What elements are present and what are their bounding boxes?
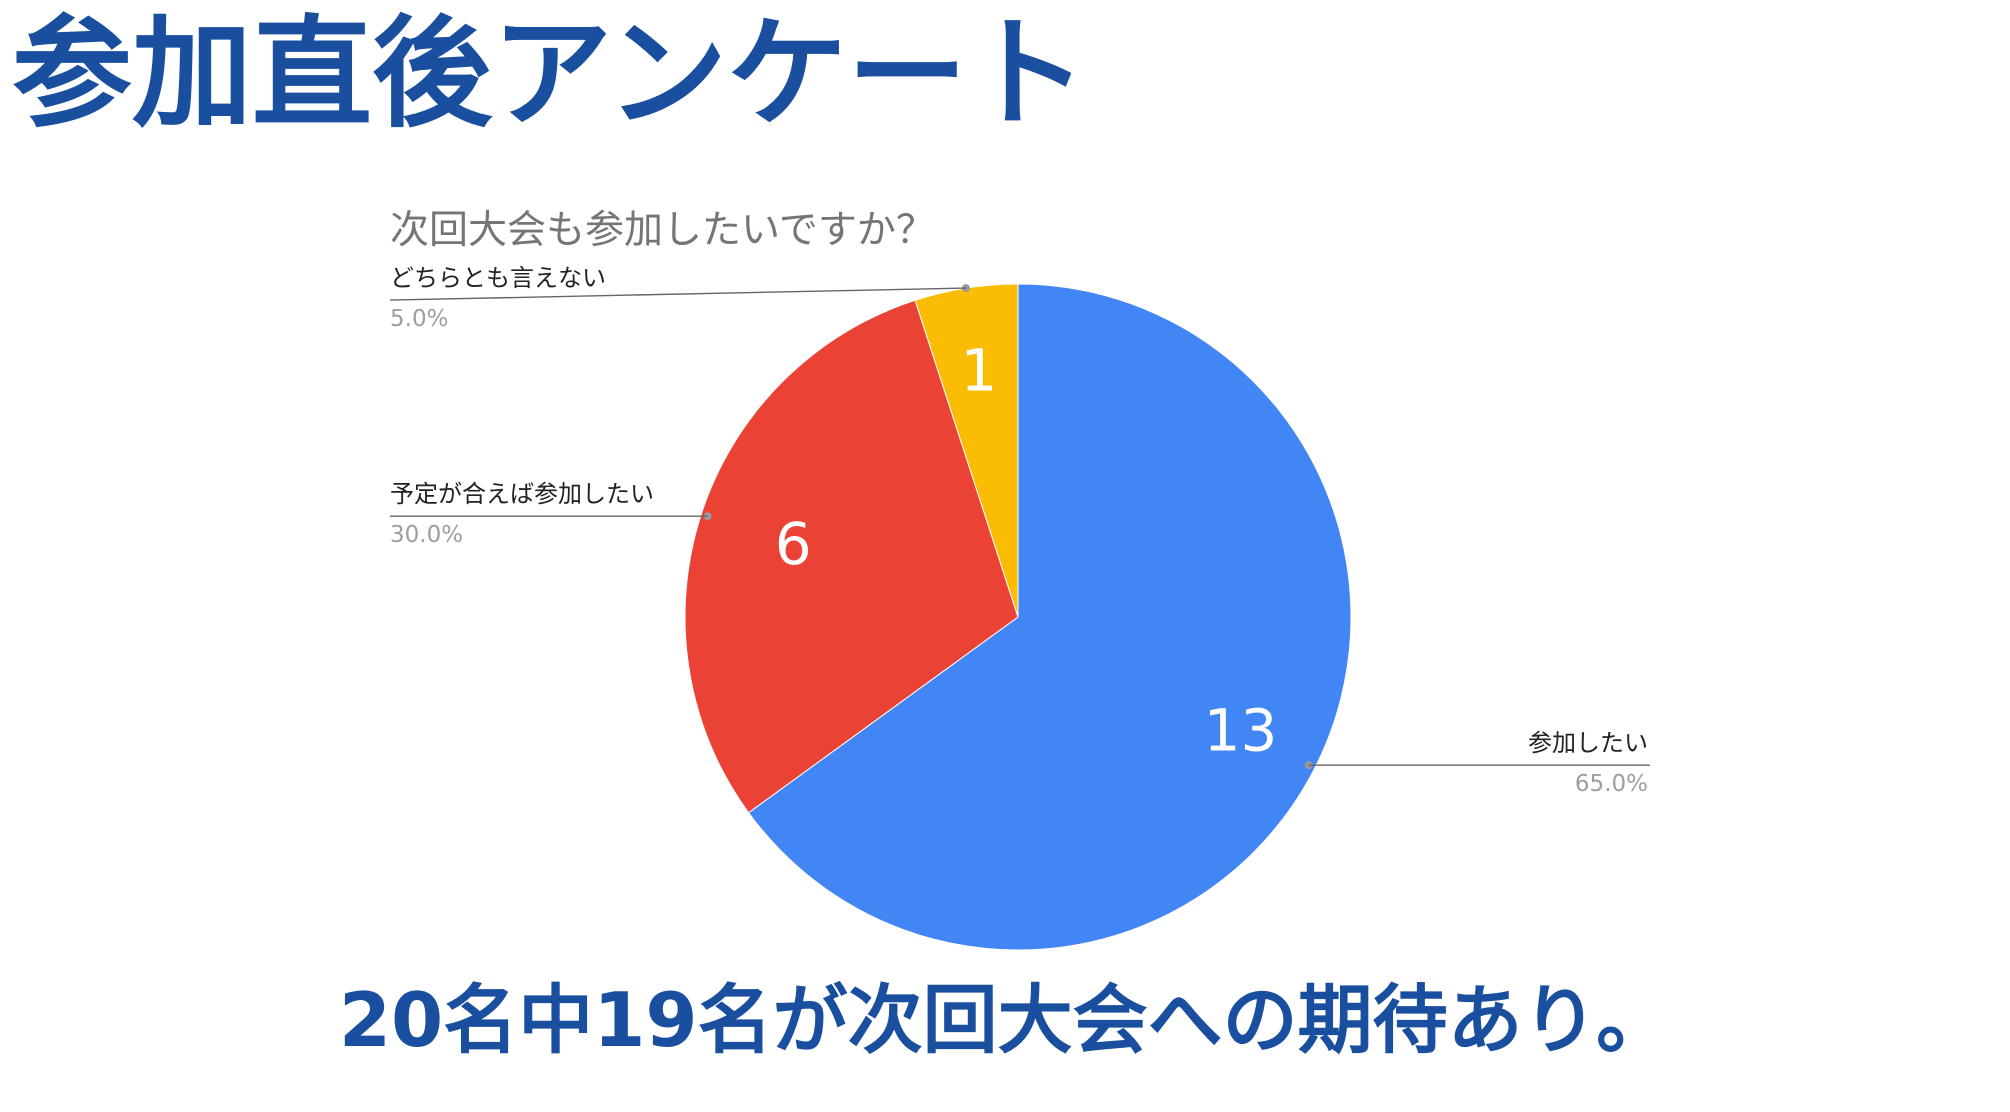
callout-category-label: 予定が合えば参加したい: [390, 480, 654, 508]
callout-percent-label: 65.0%: [1575, 771, 1648, 797]
page-title: 参加直後アンケート: [12, 5, 1088, 144]
callout-percent-label: 30.0%: [390, 522, 463, 548]
summary-text: 20名中19名が次回大会への期待あり。: [338, 976, 1672, 1064]
slice-value-label: 1: [960, 336, 997, 404]
slice-value-label: 13: [1204, 696, 1278, 764]
callout-leader-line: [389, 287, 966, 301]
pie-chart: 次回大会も参加したいですか？ 13 参加したい 65.0% 6 予定が合えば参加したい 3…: [389, 208, 1650, 951]
callout-category-label: どちらとも言えない: [390, 264, 606, 292]
callout-category-label: 参加したい: [1528, 729, 1648, 757]
pie-callouts: 13 参加したい 65.0% 6 予定が合えば参加したい 30.0% 1 どちらとも言えない 5…: [389, 264, 1650, 797]
slice-value-label: 6: [775, 510, 812, 578]
pie-slice: [747, 283, 1352, 951]
callout-percent-label: 5.0%: [390, 306, 448, 332]
pie-slice: [684, 299, 1019, 814]
chart-title: 次回大会も参加したいですか？: [390, 208, 935, 253]
pie-slices: [684, 283, 1352, 951]
